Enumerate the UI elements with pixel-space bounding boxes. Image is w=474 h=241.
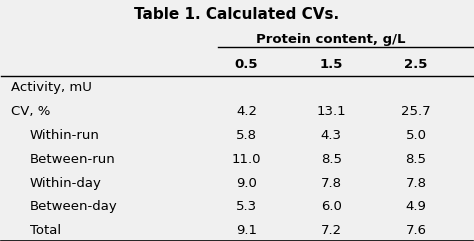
Text: 7.8: 7.8 (321, 177, 342, 190)
Text: 8.5: 8.5 (406, 153, 427, 166)
Text: 11.0: 11.0 (232, 153, 261, 166)
Text: Activity, mU: Activity, mU (11, 81, 91, 94)
Text: 2.5: 2.5 (404, 58, 428, 71)
Text: 9.0: 9.0 (236, 177, 257, 190)
Text: 4.9: 4.9 (406, 201, 427, 214)
Text: 13.1: 13.1 (317, 105, 346, 118)
Text: 25.7: 25.7 (401, 105, 431, 118)
Text: 4.3: 4.3 (321, 129, 342, 142)
Text: 5.8: 5.8 (236, 129, 257, 142)
Text: Within-run: Within-run (30, 129, 100, 142)
Text: 4.2: 4.2 (236, 105, 257, 118)
Text: 8.5: 8.5 (321, 153, 342, 166)
Text: 0.5: 0.5 (235, 58, 258, 71)
Text: 6.0: 6.0 (321, 201, 342, 214)
Text: Protein content, g/L: Protein content, g/L (256, 33, 406, 46)
Text: 1.5: 1.5 (319, 58, 343, 71)
Text: 7.2: 7.2 (321, 224, 342, 237)
Text: 7.8: 7.8 (406, 177, 427, 190)
Text: 9.1: 9.1 (236, 224, 257, 237)
Text: CV, %: CV, % (11, 105, 50, 118)
Text: Within-day: Within-day (30, 177, 101, 190)
Text: 5.3: 5.3 (236, 201, 257, 214)
Text: Between-run: Between-run (30, 153, 115, 166)
Text: Total: Total (30, 224, 61, 237)
Text: 7.6: 7.6 (406, 224, 427, 237)
Text: Between-day: Between-day (30, 201, 118, 214)
Text: Table 1. Calculated CVs.: Table 1. Calculated CVs. (135, 7, 339, 22)
Text: 5.0: 5.0 (406, 129, 427, 142)
